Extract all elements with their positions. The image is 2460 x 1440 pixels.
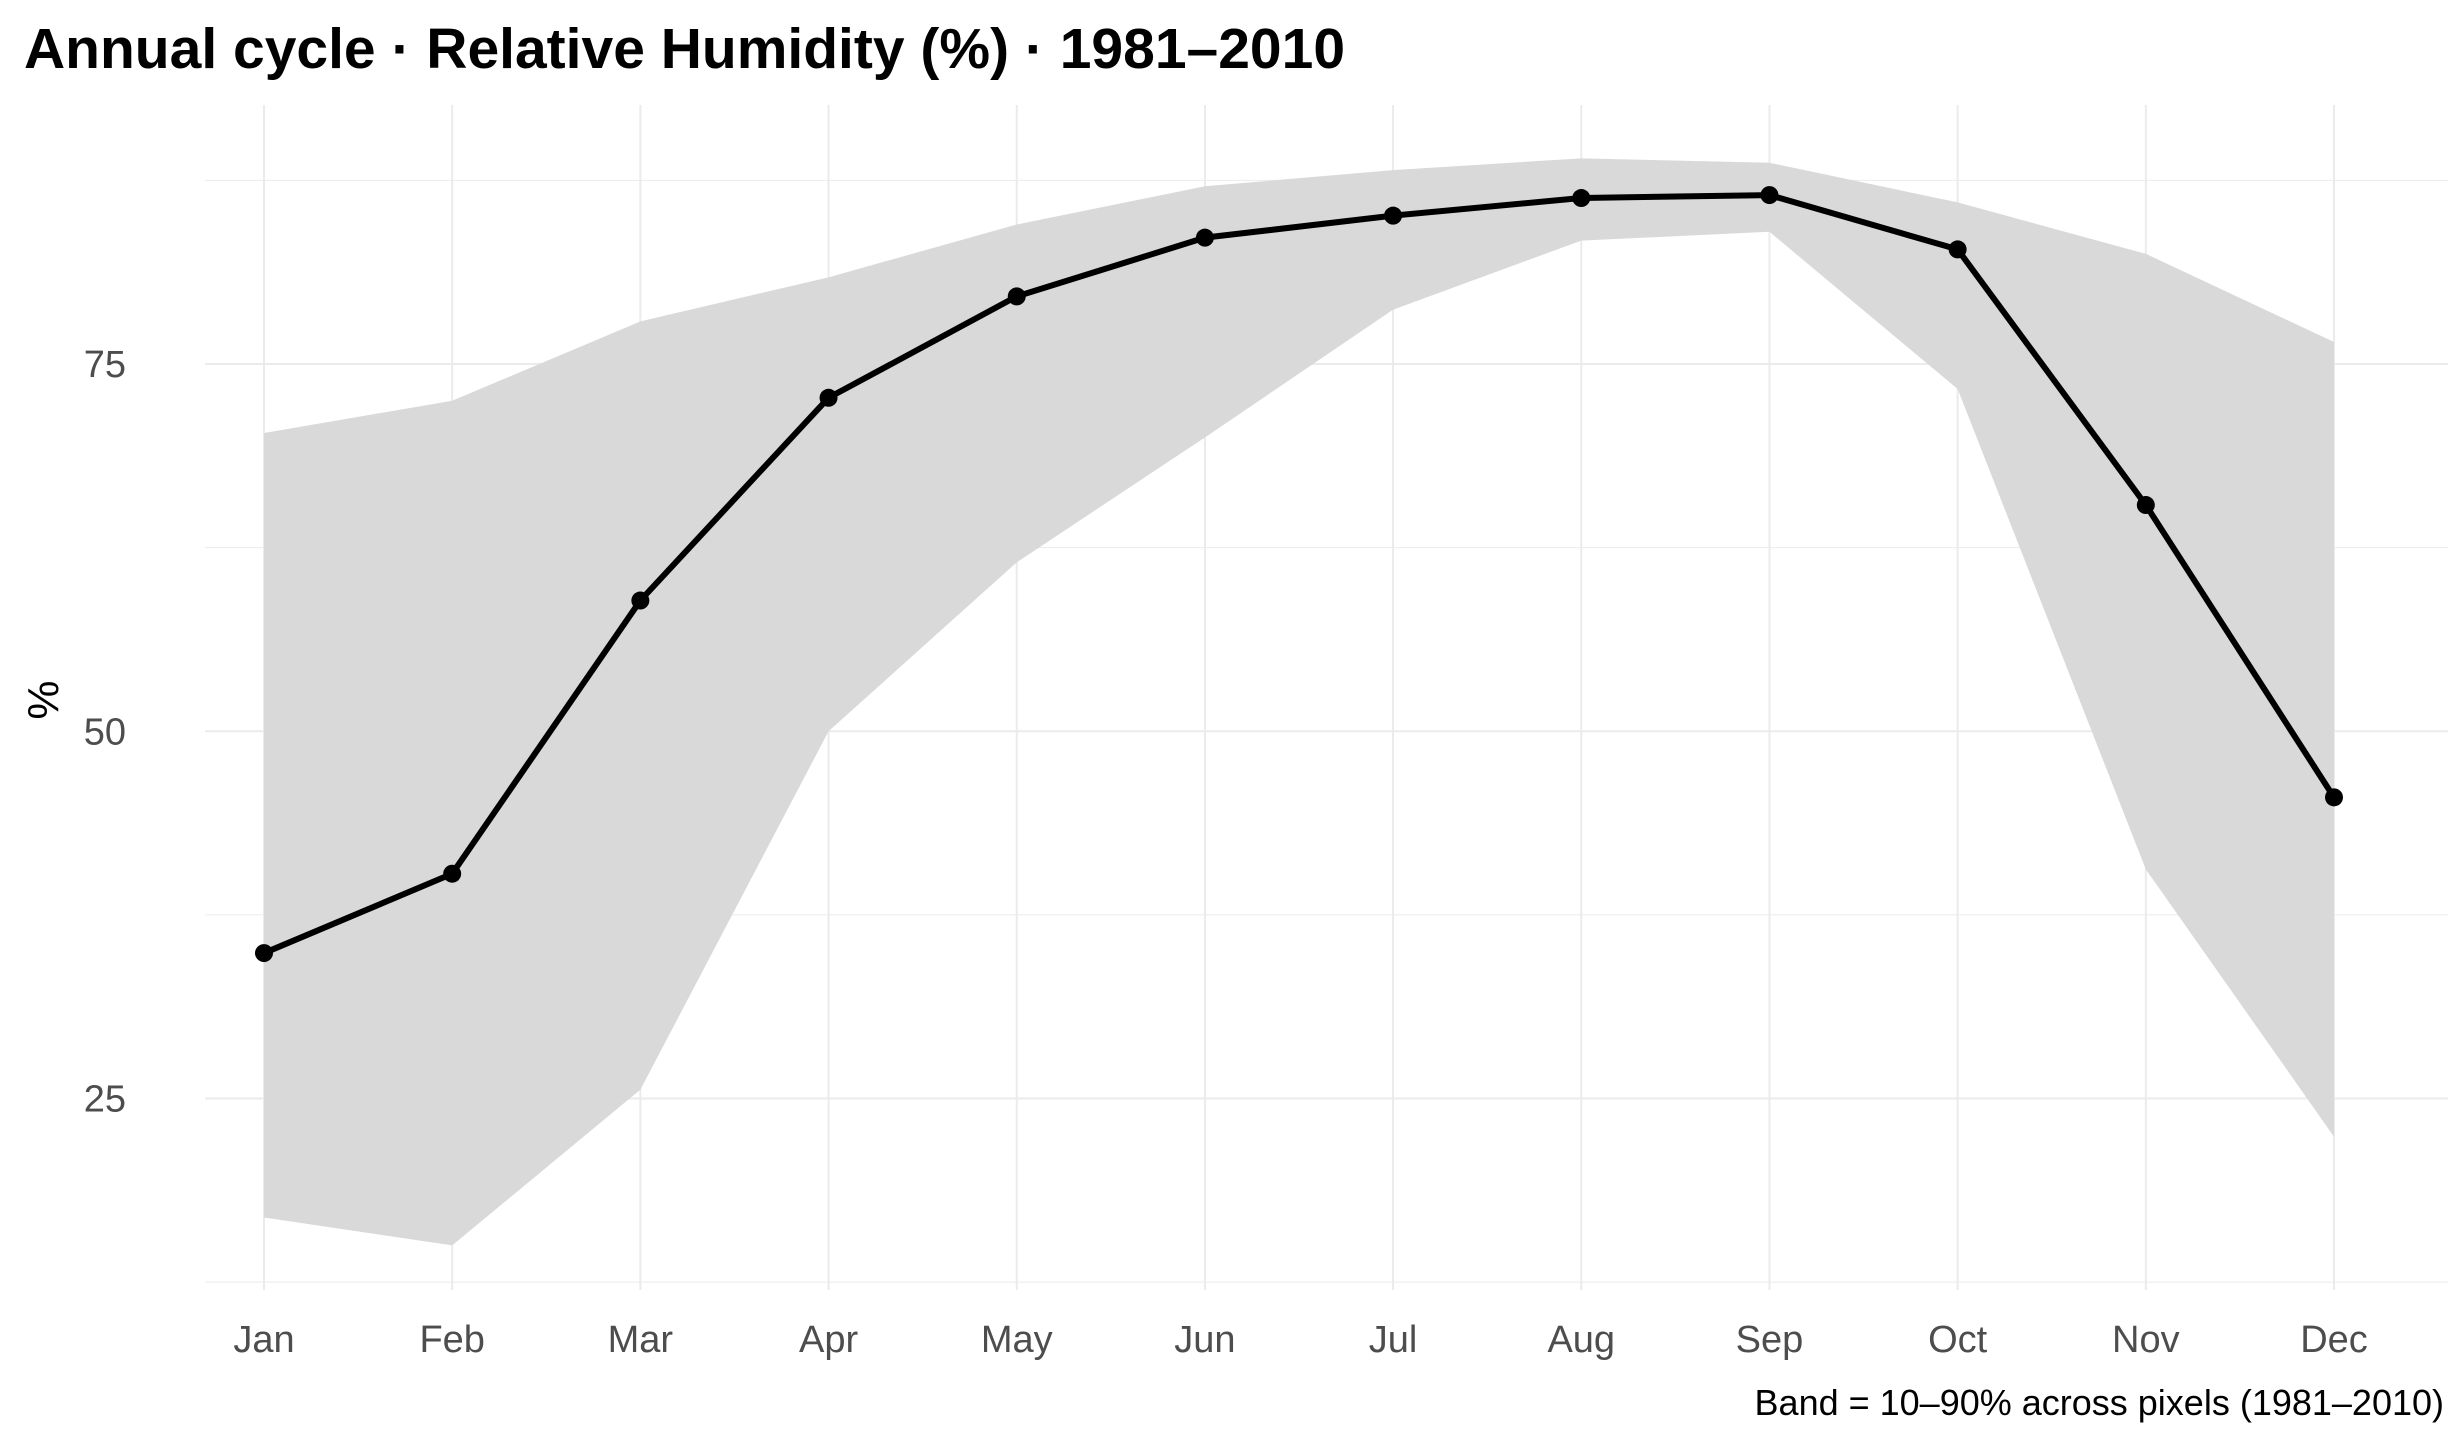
chart-caption: Band = 10–90% across pixels (1981–2010) — [1755, 1382, 2444, 1423]
data-point-may — [1007, 287, 1026, 306]
data-point-jan — [255, 944, 273, 963]
x-tick-label-sep: Sep — [1736, 1319, 1804, 1361]
data-point-sep — [1760, 186, 1779, 205]
data-point-dec — [2325, 788, 2343, 807]
x-tick-label-jul: Jul — [1369, 1319, 1418, 1361]
data-point-mar — [631, 591, 650, 610]
series-polyline — [261, 192, 2337, 957]
y-tick-label: 25 — [84, 1079, 126, 1121]
data-point-jun — [1195, 228, 1214, 247]
series-line — [261, 192, 2337, 957]
x-tick-label-oct: Oct — [1928, 1319, 1988, 1361]
band-area — [264, 158, 2334, 1246]
series-points — [255, 186, 2343, 963]
chart-title: Annual cycle · Relative Humidity (%) · 1… — [24, 17, 1345, 81]
y-tick-label: 75 — [84, 344, 126, 386]
x-tick-label-nov: Nov — [2112, 1319, 2180, 1361]
y-tick-label: 50 — [84, 711, 126, 753]
x-tick-label-dec: Dec — [2300, 1319, 2368, 1361]
x-tick-label-feb: Feb — [419, 1319, 484, 1361]
data-point-feb — [443, 864, 462, 883]
data-point-apr — [819, 388, 838, 407]
x-tick-label-mar: Mar — [608, 1319, 674, 1361]
x-tick-label-may: May — [981, 1319, 1053, 1361]
x-tick-label-apr: Apr — [799, 1319, 858, 1361]
y-axis-ticks: 25 50 75 — [84, 344, 126, 1121]
percentile-band — [264, 158, 2334, 1246]
x-tick-label-jun: Jun — [1174, 1319, 1235, 1361]
x-axis-ticks: Jan Feb Mar Apr May Jun Jul Aug Sep Oct Nov Dec — [233, 1319, 2367, 1361]
x-tick-label-aug: Aug — [1547, 1319, 1615, 1361]
x-tick-label-jan: Jan — [233, 1319, 294, 1361]
data-point-oct — [1948, 240, 1967, 259]
y-axis-label: % — [19, 680, 68, 719]
data-point-aug — [1572, 189, 1591, 208]
data-point-jul — [1384, 206, 1403, 225]
data-point-nov — [2136, 496, 2155, 515]
